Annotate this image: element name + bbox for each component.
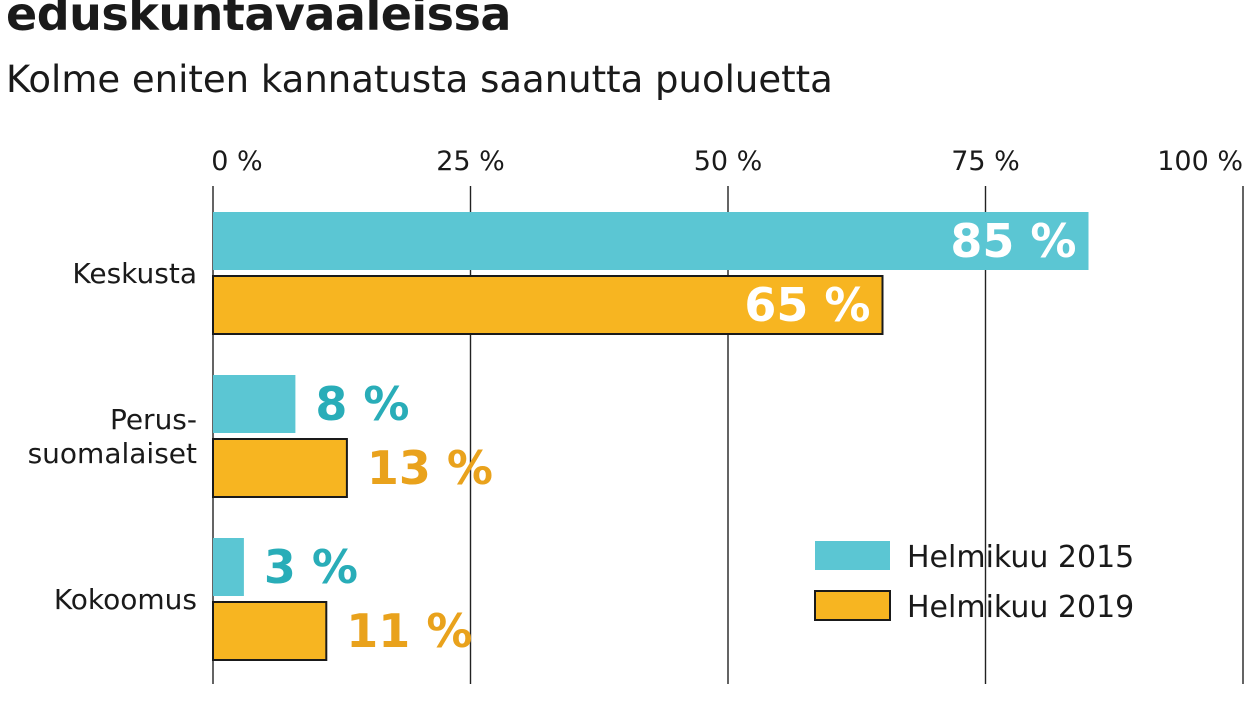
data-label: 65 %	[744, 278, 870, 332]
data-label: 85 %	[950, 214, 1076, 268]
bars: 85 % 65 % 8 % 13 %3 % 11 %	[212, 212, 1089, 661]
data-label: 13 %	[367, 441, 493, 495]
legend-label: Helmikuu 2015	[907, 540, 1134, 575]
data-label: 8 %	[315, 377, 409, 431]
legend-swatch	[814, 590, 891, 621]
category-label: suomalaiset	[28, 437, 197, 470]
bar-2019	[212, 438, 348, 498]
x-tick-label: 100 %	[1157, 146, 1243, 177]
bar-2015	[213, 212, 1089, 270]
legend-swatch	[815, 541, 890, 570]
legend: Helmikuu 2015 Helmikuu 2019	[814, 540, 1134, 625]
category-label: Keskusta	[72, 257, 197, 290]
chart-title: eduskuntavaaleissa	[6, 0, 511, 41]
bar-2019	[212, 275, 884, 335]
bar-2015	[213, 375, 296, 433]
bar-2019	[212, 601, 328, 661]
x-tick-label: 75 %	[951, 146, 1020, 177]
category-label: Perus-	[110, 403, 197, 436]
chart-subtitle: Kolme eniten kannatusta saanutta puoluet…	[6, 58, 833, 101]
data-label: 11 %	[346, 604, 472, 658]
x-tick-label: 0 %	[211, 146, 262, 177]
x-axis-ticks: 0 % 25 % 50 % 75 % 100 %	[211, 146, 1243, 177]
x-tick-label: 50 %	[694, 146, 763, 177]
category-labels: Keskusta Perus-suomalaiset Kokoomus	[28, 257, 197, 616]
category-label: Kokoomus	[54, 583, 197, 616]
bar-2015	[213, 538, 244, 596]
data-label: 3 %	[264, 540, 358, 594]
legend-label: Helmikuu 2019	[907, 590, 1134, 625]
x-tick-label: 25 %	[436, 146, 505, 177]
